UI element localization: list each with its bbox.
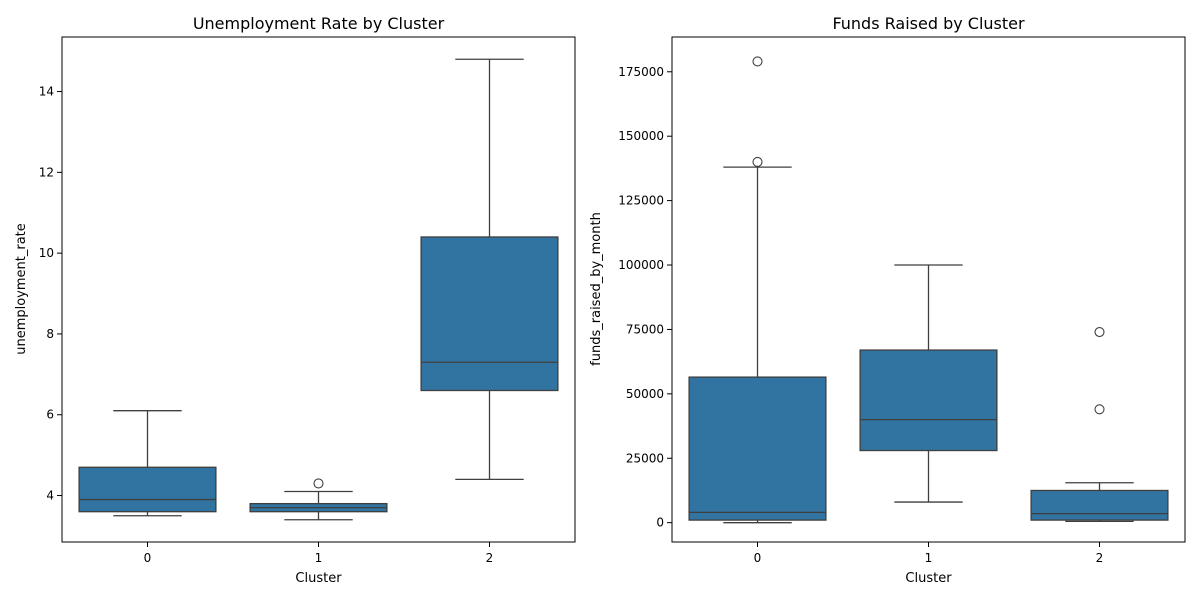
x-tick-label: 2: [486, 551, 494, 565]
y-axis-label: unemployment_rate: [14, 223, 29, 355]
x-axis-label: Cluster: [905, 571, 952, 586]
box-body: [1030, 489, 1169, 521]
outlier-point: [1094, 404, 1105, 415]
x-tick-label: 0: [754, 551, 762, 565]
y-tick-label: 25000: [626, 451, 664, 465]
y-tick-label: 14: [39, 85, 54, 99]
outlier-point: [313, 478, 324, 489]
box-0: [78, 410, 217, 517]
outlier-point: [752, 56, 763, 67]
plot-frame: [61, 36, 576, 543]
box-body: [859, 349, 998, 452]
y-axis-label: funds_raised_by_month: [589, 212, 604, 366]
y-tick-label: 75000: [626, 322, 664, 336]
box-body: [688, 376, 827, 521]
box-2: [1030, 326, 1169, 523]
y-tick-label: 125000: [618, 194, 664, 208]
y-tick-label: 4: [46, 489, 54, 503]
outlier-point: [752, 156, 763, 168]
x-tick-label: 1: [925, 551, 933, 565]
box-1: [249, 478, 388, 521]
y-tick-label: 6: [46, 408, 54, 422]
outlier-point: [1094, 326, 1105, 338]
y-tick-label: 8: [46, 327, 54, 341]
y-tick-label: 150000: [618, 129, 664, 143]
y-tick-label: 100000: [618, 258, 664, 272]
x-tick-label: 1: [315, 551, 323, 565]
box-body: [78, 466, 217, 513]
box-body: [420, 236, 559, 392]
x-axis-label: Cluster: [295, 571, 342, 586]
y-tick-label: 175000: [618, 65, 664, 79]
box-2: [420, 58, 559, 481]
unemployment-chart: Unemployment Rate by Cluster Cluster une…: [14, 14, 576, 586]
box-1: [859, 264, 998, 503]
plot-frame: [671, 36, 1186, 543]
x-tick-label: 2: [1096, 551, 1104, 565]
chart-title: Unemployment Rate by Cluster: [193, 14, 445, 33]
y-tick-label: 10: [39, 246, 54, 260]
chart-title: Funds Raised by Cluster: [832, 14, 1025, 33]
y-tick-label: 0: [656, 516, 664, 530]
y-tick-label: 50000: [626, 387, 664, 401]
x-tick-label: 0: [144, 551, 152, 565]
y-tick-label: 12: [39, 165, 54, 179]
box-0: [688, 56, 827, 524]
funds-chart: Funds Raised by Cluster Cluster funds_ra…: [589, 14, 1186, 586]
